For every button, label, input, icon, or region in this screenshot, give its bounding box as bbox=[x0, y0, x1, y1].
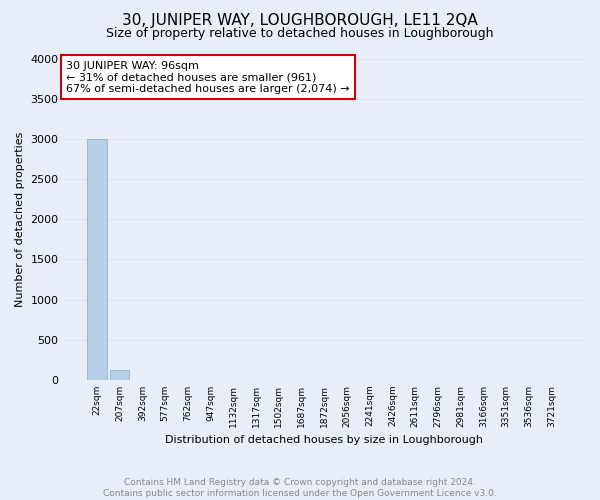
Bar bbox=[87, 139, 107, 380]
Text: Contains HM Land Registry data © Crown copyright and database right 2024.
Contai: Contains HM Land Registry data © Crown c… bbox=[103, 478, 497, 498]
Y-axis label: Number of detached properties: Number of detached properties bbox=[15, 132, 25, 307]
Bar bbox=[110, 370, 130, 380]
Text: Size of property relative to detached houses in Loughborough: Size of property relative to detached ho… bbox=[106, 28, 494, 40]
Text: 30, JUNIPER WAY, LOUGHBOROUGH, LE11 2QA: 30, JUNIPER WAY, LOUGHBOROUGH, LE11 2QA bbox=[122, 12, 478, 28]
Text: 30 JUNIPER WAY: 96sqm
← 31% of detached houses are smaller (961)
67% of semi-det: 30 JUNIPER WAY: 96sqm ← 31% of detached … bbox=[66, 60, 350, 94]
X-axis label: Distribution of detached houses by size in Loughborough: Distribution of detached houses by size … bbox=[165, 435, 483, 445]
